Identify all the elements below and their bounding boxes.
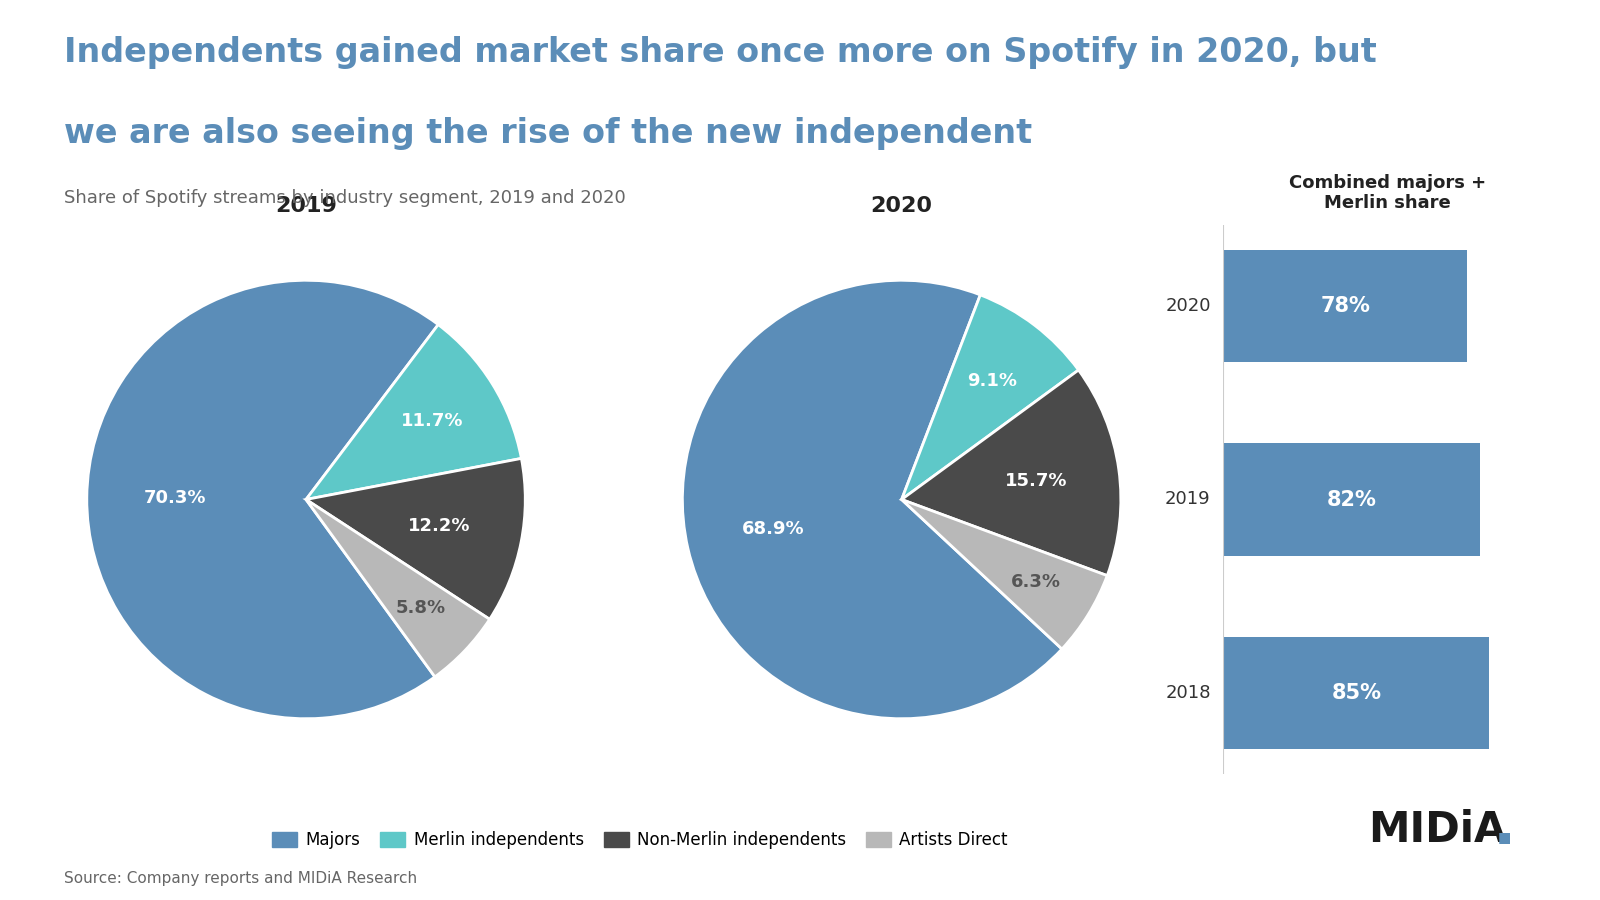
Bar — [1222, 444, 1480, 555]
Text: 12.2%: 12.2% — [408, 517, 470, 535]
Text: 2019: 2019 — [1165, 491, 1211, 508]
Text: 2020: 2020 — [1165, 297, 1211, 315]
Bar — [1222, 637, 1490, 749]
Text: Share of Spotify streams by industry segment, 2019 and 2020: Share of Spotify streams by industry seg… — [64, 189, 626, 207]
Text: 68.9%: 68.9% — [742, 520, 805, 538]
Text: 85%: 85% — [1331, 683, 1381, 703]
Text: 70.3%: 70.3% — [144, 490, 206, 508]
Text: 9.1%: 9.1% — [968, 372, 1018, 390]
Text: Source: Company reports and MIDiA Research: Source: Company reports and MIDiA Resear… — [64, 871, 418, 886]
Text: 15.7%: 15.7% — [1005, 472, 1067, 490]
Title: Combined majors +
Merlin share: Combined majors + Merlin share — [1290, 174, 1486, 212]
Wedge shape — [306, 458, 525, 619]
Text: we are also seeing the rise of the new independent: we are also seeing the rise of the new i… — [64, 117, 1032, 150]
Wedge shape — [902, 370, 1122, 576]
Title: 2020: 2020 — [870, 195, 933, 216]
Text: 82%: 82% — [1326, 490, 1376, 509]
Text: 5.8%: 5.8% — [395, 599, 445, 617]
Wedge shape — [902, 295, 1078, 500]
Wedge shape — [306, 500, 490, 677]
Wedge shape — [306, 325, 522, 500]
Text: Independents gained market share once more on Spotify in 2020, but: Independents gained market share once mo… — [64, 36, 1376, 69]
Text: 11.7%: 11.7% — [402, 412, 464, 430]
Wedge shape — [682, 280, 1062, 719]
Wedge shape — [86, 280, 438, 719]
Text: 6.3%: 6.3% — [1011, 573, 1061, 591]
Wedge shape — [902, 500, 1107, 649]
Text: .: . — [1493, 797, 1517, 857]
Text: 78%: 78% — [1320, 296, 1370, 316]
Bar — [1222, 250, 1467, 362]
Legend: Majors, Merlin independents, Non-Merlin independents, Artists Direct: Majors, Merlin independents, Non-Merlin … — [266, 824, 1014, 856]
Text: MIDiA: MIDiA — [1368, 808, 1506, 850]
Text: 2018: 2018 — [1165, 684, 1211, 702]
Title: 2019: 2019 — [275, 195, 338, 216]
